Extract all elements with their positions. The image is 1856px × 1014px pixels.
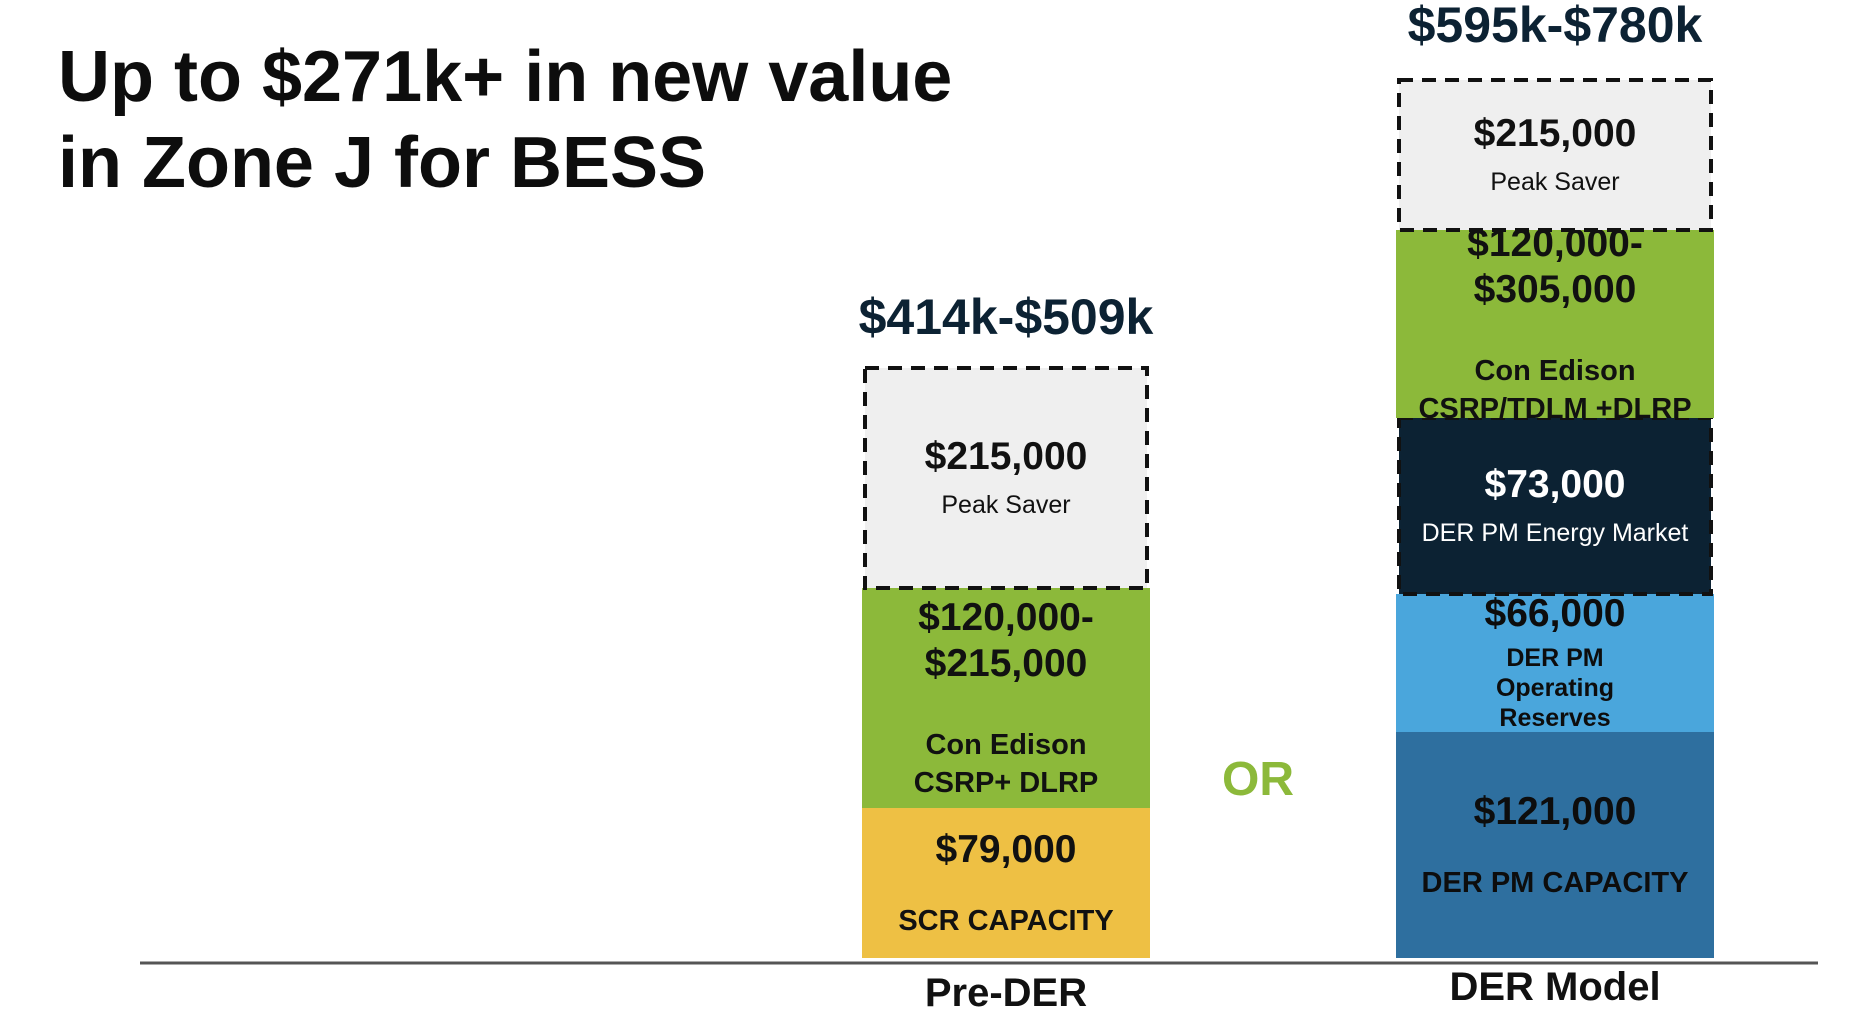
bar-segment-1-der-pm	[1396, 594, 1714, 732]
segment-value-label: $305,000	[1474, 268, 1637, 311]
segment-desc-label: SCR CAPACITY	[898, 905, 1113, 937]
segment-desc-label: CSRP+ DLRP	[914, 767, 1099, 799]
bar-segment-1-der-pm-energy-market	[1397, 416, 1713, 596]
bar-segment-0-peak-saver	[863, 366, 1149, 590]
bar-segment-1-con-edison	[1396, 230, 1714, 418]
segment-desc-label: Con Edison	[1474, 355, 1635, 387]
segment-value-label: $121,000	[1474, 790, 1637, 833]
category-axis-label: DER Model	[1449, 965, 1660, 1009]
segment-desc-label: DER PM CAPACITY	[1422, 867, 1689, 899]
segment-value-label: $120,000-	[918, 596, 1094, 639]
segment-desc-label: Con Edison	[925, 729, 1086, 761]
or-label: OR	[1222, 753, 1294, 806]
category-axis-label: Pre-DER	[925, 971, 1087, 1014]
bar-segment-1-der-pm-capacity	[1396, 732, 1714, 958]
slide-title-line-1: Up to $271k+ in new value	[58, 37, 953, 117]
bar-segment-0-scr-capacity	[862, 808, 1150, 958]
segment-desc-label: Peak Saver	[1490, 168, 1619, 196]
slide-title: Up to $271k+ in new value in Zone J for …	[58, 34, 952, 206]
segment-value-label: $66,000	[1485, 592, 1626, 635]
segment-value-label: $215,000	[1474, 112, 1637, 155]
slide-title-line-2: in Zone J for BESS	[58, 123, 707, 203]
segment-desc-label: CSRP/TDLM +DLRP	[1418, 393, 1691, 425]
segment-value-label: $215,000	[925, 435, 1088, 478]
stack-total-label: $595k-$780k	[1408, 0, 1703, 53]
bar-segment-1-peak-saver	[1397, 78, 1713, 232]
segment-desc-label: Reserves	[1499, 704, 1610, 732]
segment-desc-label: DER PM	[1506, 644, 1603, 672]
segment-desc-label: DER PM Energy Market	[1422, 519, 1689, 547]
bar-segment-0-con-edison	[862, 588, 1150, 808]
segment-desc-label: Peak Saver	[941, 491, 1070, 519]
segment-value-label: $73,000	[1485, 463, 1626, 506]
segment-value-label: $215,000	[925, 642, 1088, 685]
segment-value-label: $79,000	[936, 828, 1077, 871]
stack-total-label: $414k-$509k	[859, 289, 1154, 345]
segment-desc-label: Operating	[1496, 674, 1614, 702]
